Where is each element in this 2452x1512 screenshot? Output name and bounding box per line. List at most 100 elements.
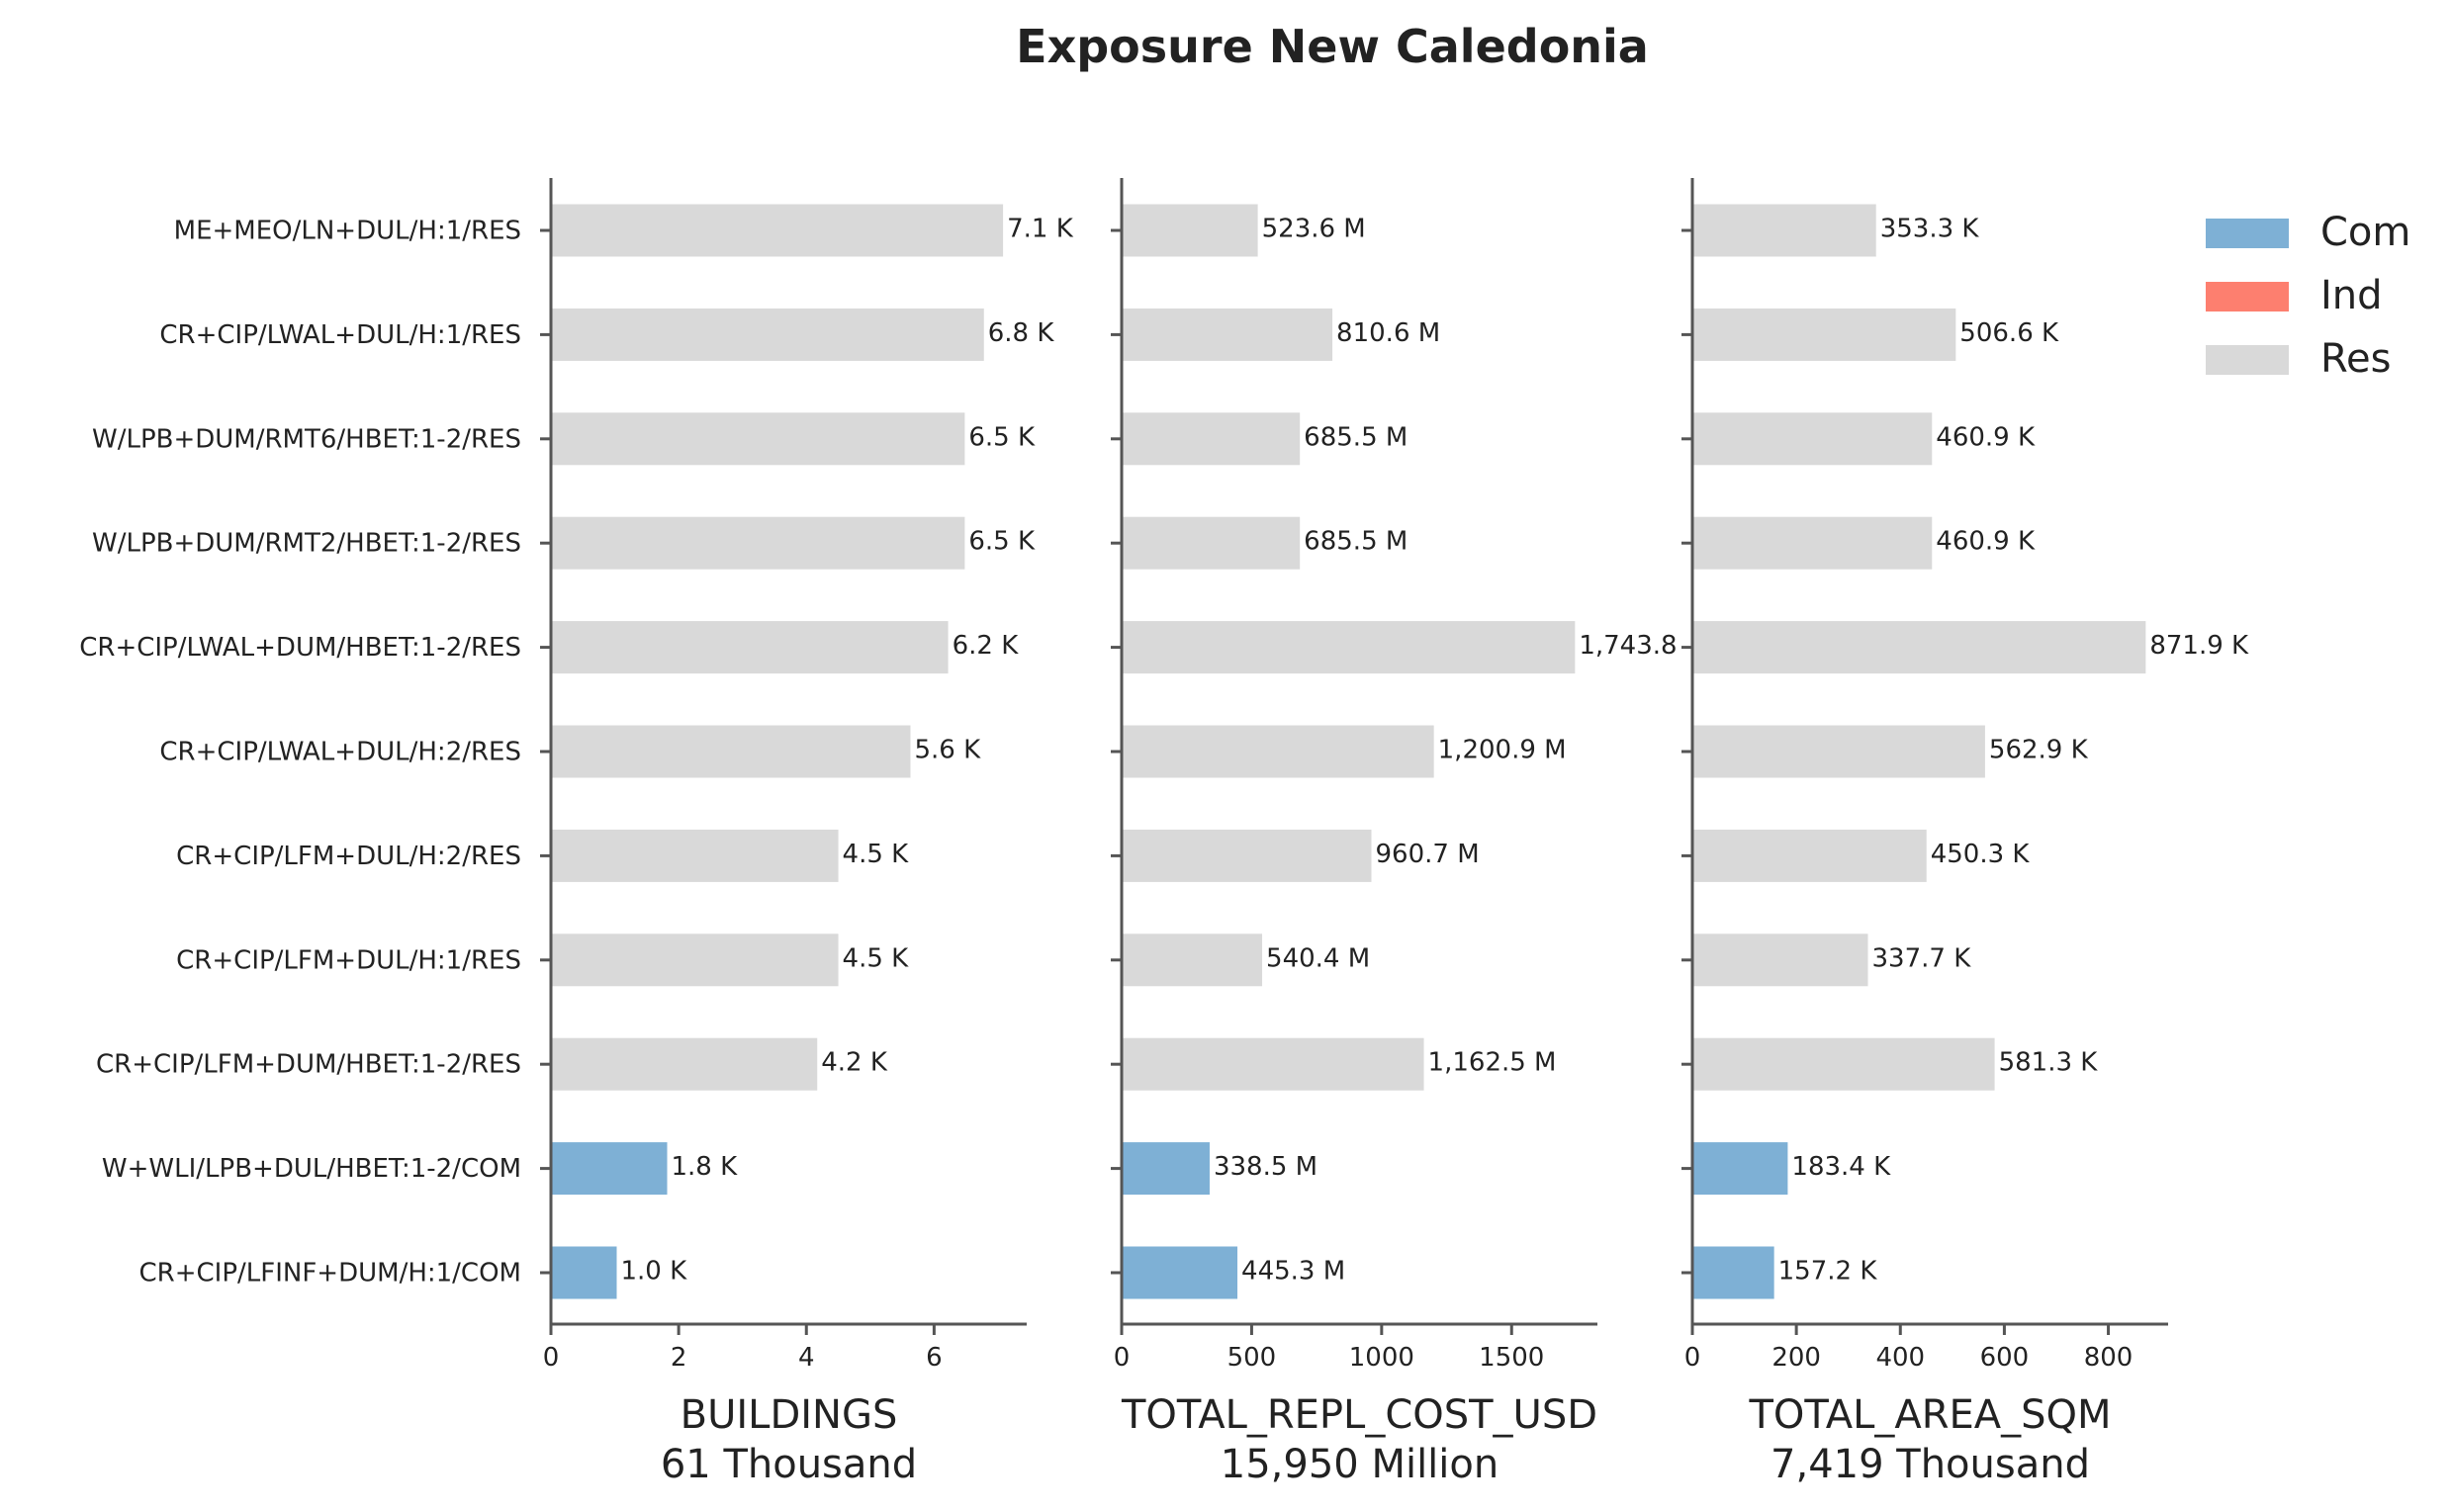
bar-value-label: 445.3 M xyxy=(1241,1257,1345,1287)
x-tick-label: 1000 xyxy=(1349,1343,1414,1373)
x-tick-label: 0 xyxy=(1114,1343,1131,1373)
bar-value-label: 1,200.9 M xyxy=(1438,736,1567,765)
bar-res-6 xyxy=(1692,725,1985,778)
bar-value-label: 1,162.5 M xyxy=(1428,1048,1557,1078)
bar-value-label: 540.4 M xyxy=(1266,943,1370,973)
x-axis-subtitle: 61 Thousand xyxy=(661,1442,917,1487)
chart-title: Exposure New Caledonia xyxy=(1016,20,1649,73)
x-tick-label: 200 xyxy=(1771,1343,1821,1373)
bar-res-8 xyxy=(551,934,839,987)
category-label: W/LPB+DUM/RMT6/HBET:1-2/RES xyxy=(92,424,521,454)
bar-value-label: 5.6 K xyxy=(914,736,981,765)
bar-value-label: 523.6 M xyxy=(1262,215,1366,244)
category-label: CR+CIP/LFM+DUM/HBET:1-2/RES xyxy=(96,1050,521,1080)
bar-value-label: 460.9 K xyxy=(1936,527,2036,557)
bar-value-label: 685.5 M xyxy=(1304,422,1408,452)
x-tick-label: 400 xyxy=(1875,1343,1925,1373)
bar-res-6 xyxy=(551,725,911,778)
bar-value-label: 338.5 M xyxy=(1214,1152,1317,1182)
bar-res-9 xyxy=(1692,1037,1995,1091)
bar-com-10 xyxy=(1692,1142,1788,1196)
category-label: CR+CIP/LFM+DUL/H:2/RES xyxy=(176,842,521,871)
bar-com-11 xyxy=(551,1246,617,1299)
bar-value-label: 6.5 K xyxy=(968,527,1036,557)
bar-value-label: 460.9 K xyxy=(1936,422,2036,452)
bar-res-5 xyxy=(1122,621,1576,674)
bar-res-8 xyxy=(1122,934,1263,987)
category-label: CR+CIP/LFM+DUL/H:1/RES xyxy=(176,945,521,975)
bar-res-2 xyxy=(1692,308,1956,361)
bar-value-label: 4.2 K xyxy=(821,1048,888,1078)
category-label: CR+CIP/LWAL+DUL/H:2/RES xyxy=(159,738,521,767)
chart-legend: Com Ind Res xyxy=(2206,210,2410,382)
legend-label-res: Res xyxy=(2320,336,2391,382)
x-axis-label: TOTAL_REPL_COST_USD xyxy=(1121,1392,1597,1438)
bar-res-7 xyxy=(1692,829,1927,882)
bar-value-label: 157.2 K xyxy=(1778,1257,1878,1287)
x-axis-subtitle: 7,419 Thousand xyxy=(1771,1442,2090,1487)
bar-value-label: 353.3 K xyxy=(1880,215,1980,244)
bar-res-6 xyxy=(1122,725,1434,778)
x-tick-label: 800 xyxy=(2084,1343,2134,1373)
bar-value-label: 1,743.8 xyxy=(1579,631,1677,661)
bar-res-1 xyxy=(551,204,1004,257)
bar-res-4 xyxy=(1122,516,1301,570)
bar-value-label: 685.5 M xyxy=(1304,527,1408,557)
bar-res-4 xyxy=(551,516,965,570)
x-tick-label: 2 xyxy=(671,1343,687,1373)
bar-res-2 xyxy=(1122,308,1333,361)
bar-com-11 xyxy=(1122,1246,1238,1299)
bar-res-8 xyxy=(1692,934,1868,987)
bar-value-label: 562.9 K xyxy=(1989,736,2089,765)
bar-res-3 xyxy=(1692,412,1933,466)
legend-label-ind: Ind xyxy=(2320,273,2383,318)
bar-res-3 xyxy=(1122,412,1301,466)
x-axis-label: TOTAL_AREA_SQM xyxy=(1748,1392,2111,1438)
x-tick-label: 600 xyxy=(1980,1343,2030,1373)
bar-value-label: 4.5 K xyxy=(843,840,910,869)
panel-2: 523.6 M 810.6 M 685.5 M 685.5 M 1,743.8 1,200… xyxy=(1111,178,1678,1487)
bar-res-5 xyxy=(551,621,949,674)
category-label: W/LPB+DUM/RMT2/HBET:1-2/RES xyxy=(92,529,521,559)
bar-value-label: 6.5 K xyxy=(968,422,1036,452)
x-axis-label: BUILDINGS xyxy=(681,1392,898,1438)
bar-value-label: 506.6 K xyxy=(1959,318,2059,348)
bar-value-label: 7.1 K xyxy=(1007,215,1074,244)
legend-swatch-res xyxy=(2206,345,2289,375)
x-tick-label: 4 xyxy=(798,1343,815,1373)
x-tick-label: 500 xyxy=(1227,1343,1277,1373)
x-axis-subtitle: 15,950 Million xyxy=(1221,1442,1498,1487)
bar-value-label: 581.3 K xyxy=(1999,1048,2099,1078)
bar-res-9 xyxy=(551,1037,818,1091)
bar-res-4 xyxy=(1692,516,1933,570)
bar-value-label: 960.7 M xyxy=(1376,840,1480,869)
bar-value-label: 6.8 K xyxy=(988,318,1055,348)
panel-3: 353.3 K 506.6 K 460.9 K 460.9 K 871.9 K 562.9… xyxy=(1681,178,2249,1487)
category-label: CR+CIP/LFINF+DUM/H:1/COM xyxy=(139,1259,521,1289)
bar-value-label: 871.9 K xyxy=(2149,631,2249,661)
x-tick-label: 0 xyxy=(1684,1343,1701,1373)
x-tick-label: 6 xyxy=(926,1343,943,1373)
legend-label-com: Com xyxy=(2320,210,2410,255)
category-label: W+WLI/LPB+DUL/HBET:1-2/COM xyxy=(102,1154,521,1184)
category-label: CR+CIP/LWAL+DUM/HBET:1-2/RES xyxy=(79,633,521,663)
bar-res-2 xyxy=(551,308,984,361)
category-label: CR+CIP/LWAL+DUL/H:1/RES xyxy=(159,320,521,350)
bar-value-label: 1.0 K xyxy=(621,1257,688,1287)
panel-1: 7.1 K ME+MEO/LN+DUL/H:1/RES 6.8 K CR+CIP/LW… xyxy=(79,178,1074,1487)
bar-com-10 xyxy=(1122,1142,1210,1196)
bar-com-11 xyxy=(1692,1246,1774,1299)
bar-res-7 xyxy=(551,829,839,882)
legend-swatch-ind xyxy=(2206,282,2289,311)
bar-value-label: 450.3 K xyxy=(1931,840,2031,869)
bar-value-label: 4.5 K xyxy=(843,943,910,973)
x-tick-label: 1500 xyxy=(1479,1343,1544,1373)
category-label: ME+MEO/LN+DUL/H:1/RES xyxy=(174,217,521,246)
legend-swatch-com xyxy=(2206,219,2289,248)
bar-res-3 xyxy=(551,412,965,466)
bar-res-1 xyxy=(1692,204,1876,257)
bar-res-9 xyxy=(1122,1037,1424,1091)
bar-res-1 xyxy=(1122,204,1258,257)
bar-res-7 xyxy=(1122,829,1372,882)
